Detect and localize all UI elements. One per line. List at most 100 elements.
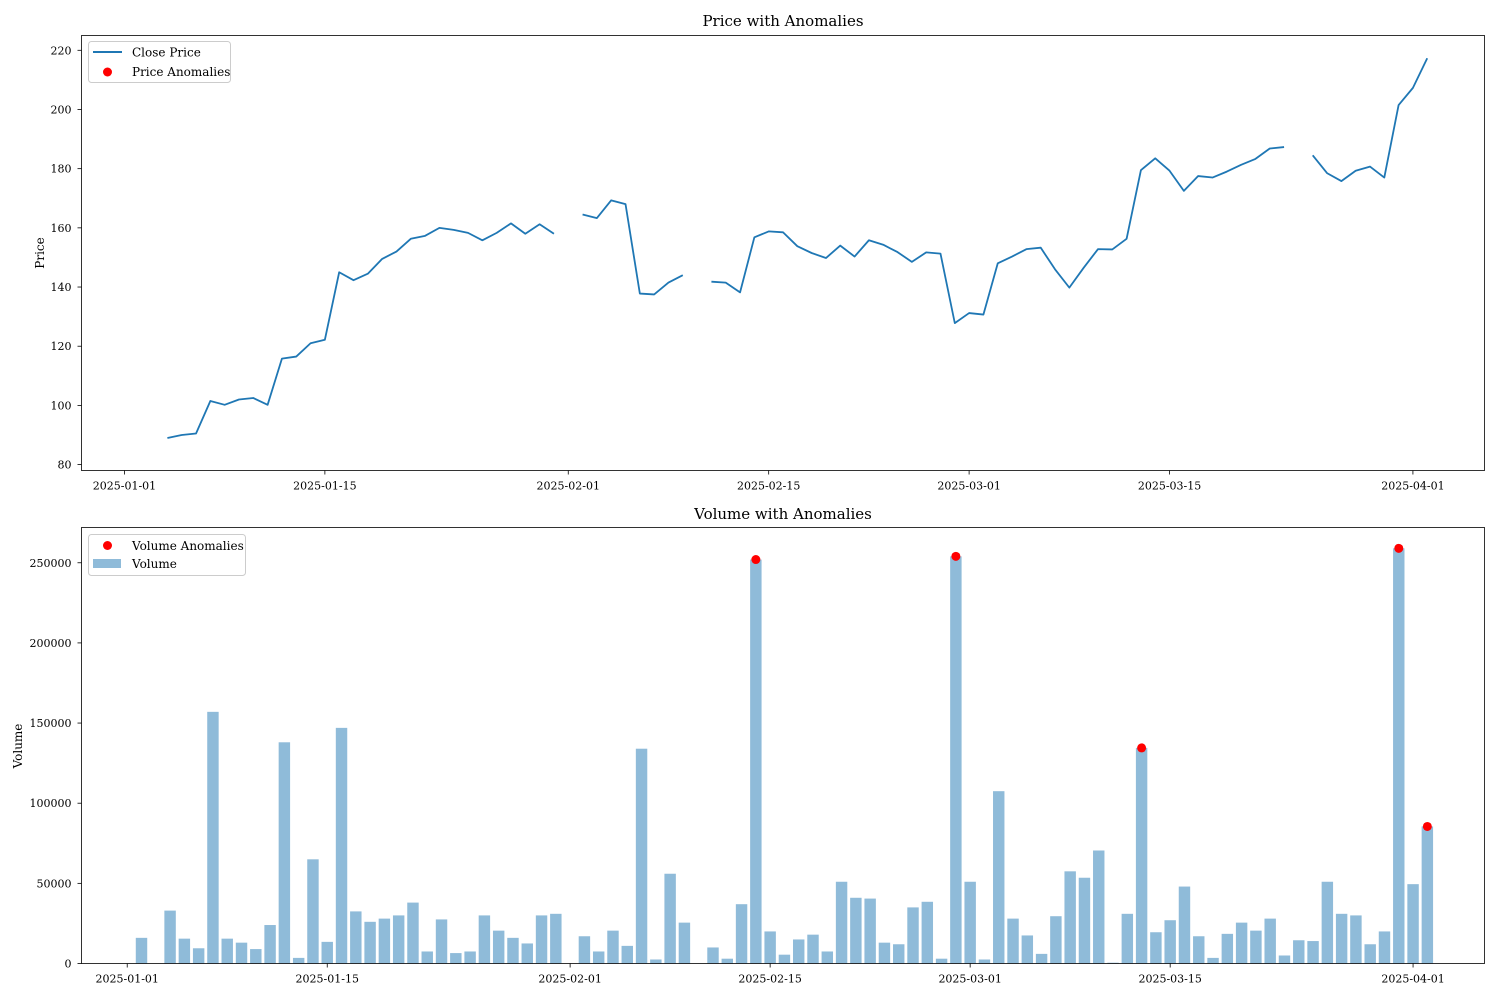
volume-volume-bar [450,953,462,964]
volume-volume-bar [1164,920,1176,964]
volume-legend-box [88,534,246,576]
price-x-tick-label: 2025-02-01 [537,480,600,493]
volume-volume-bar [1150,932,1162,964]
volume-anomaly-point [1422,821,1432,831]
price-legend-box [88,41,231,83]
volume-volume-bar [1250,930,1262,964]
volume-volume-bar [1335,913,1348,964]
volume-volume-bar [850,897,862,964]
volume-legend: Volume Anomalies Volume [88,534,246,576]
volume-chart-title: Volume with Anomalies [693,505,872,523]
volume-volume-bar [264,925,276,964]
price-legend-label-close: Close Price [132,46,201,60]
price-x-tick-label: 2025-02-15 [737,480,800,493]
volume-volume-bar [178,938,191,964]
volume-volume-bar [1364,944,1376,964]
volume-volume-bar [492,930,505,964]
volume-volume-bar [1007,918,1019,964]
volume-volume-bar [250,949,262,964]
volume-volume-bar [1064,871,1076,964]
volume-x-tick-label: 2025-01-01 [96,973,159,986]
volume-volume-bar [678,922,691,964]
volume-anomaly-point [1137,743,1147,753]
volume-x-tick-label: 2025-03-15 [1138,973,1201,986]
volume-volume-bar [893,944,905,964]
volume-legend-label-volume: Volume [131,557,177,571]
volume-volume-bar [1235,922,1248,964]
price-close-price-line-segment [1311,57,1429,182]
volume-x-tick-label: 2025-01-15 [296,973,359,986]
volume-volume-bar [364,921,376,964]
volume-volume-bar [1421,826,1434,964]
volume-x-tick-label: 2025-02-01 [538,973,601,986]
volume-volume-bar [635,748,648,964]
volume-volume-bar [793,939,805,964]
volume-anomaly-point [751,555,761,565]
volume-volume-bar [864,898,876,964]
price-y-tick-label: 200 [51,103,72,116]
volume-volume-bar [392,915,405,964]
price-x-tick-label: 2025-01-15 [293,480,356,493]
volume-y-tick-label: 50000 [37,877,72,890]
volume-x-tick-label: 2025-04-01 [1381,973,1444,986]
volume-axis-ticks: 2025-01-01 2025-01-15 2025-02-01 2025-02-15… [30,557,1445,986]
volume-volume-bar [135,937,148,964]
volume-volume-bar [1135,747,1148,964]
volume-volume-bar [507,937,519,964]
volume-volume-bar [964,881,976,964]
volume-volume-bar [464,951,476,964]
volume-volume-bar [835,881,848,964]
price-close-price-line-segment [582,199,684,296]
volume-volume-bar [607,930,619,964]
volume-volume-bar [1035,953,1048,964]
volume-volume-bar [750,559,762,964]
volume-volume-bar [1278,955,1291,964]
volume-volume-bar [993,791,1005,964]
volume-volume-bar [550,913,562,964]
volume-y-tick-label: 250000 [30,557,72,570]
volume-volume-bar [407,902,419,964]
volume-y-tick-label: 150000 [30,717,72,730]
volume-volume-bar [1264,918,1276,964]
price-chart-title: Price with Anomalies [702,12,863,30]
volume-volume-bar [735,904,748,964]
price-y-tick-label: 80 [58,459,72,472]
volume-volume-bar [535,915,548,964]
volume-legend-dot-swatch [103,541,112,550]
price-close-price-line-segment [711,146,1285,325]
volume-volume-bar [592,951,605,964]
price-y-tick-label: 220 [51,44,72,57]
volume-legend-bar-swatch [93,559,121,568]
volume-volume-bar [950,556,962,964]
volume-volume-bar [350,911,362,964]
volume-chart: Volume with Anomalies Volume Volume Anom… [11,505,1485,986]
price-close-price-line-segment [167,222,555,439]
volume-volume-bar [164,910,176,964]
volume-volume-bar [1393,548,1405,964]
volume-volume-bar [1078,877,1091,964]
volume-volume-bar [1121,913,1134,964]
price-x-tick-label: 2025-03-15 [1138,480,1201,493]
volume-y-tick-label: 0 [65,958,72,971]
volume-volume-bar [521,943,533,964]
volume-volume-bar [1321,881,1334,964]
volume-y-tick-label: 200000 [30,637,72,650]
price-x-tick-label: 2025-03-01 [937,480,1000,493]
volume-volume-bar [321,941,333,964]
price-legend-dot-swatch [103,67,112,77]
volume-volume-bar [1050,916,1062,964]
volume-x-tick-label: 2025-03-01 [938,973,1001,986]
volume-volume-bar [1193,936,1205,964]
volume-volume-bar [292,957,305,964]
volume-volume-bar [764,931,776,964]
price-y-tick-label: 160 [51,222,72,235]
volume-y-tick-label: 100000 [30,797,72,810]
price-y-tick-label: 120 [51,340,72,353]
volume-volume-bar [307,859,319,964]
volume-volume-bar [650,959,662,964]
volume-volume-bar [1107,962,1119,964]
volume-volume-bar [207,711,219,964]
volume-volume-bar [1307,941,1319,964]
volume-volume-bar [1350,915,1362,964]
